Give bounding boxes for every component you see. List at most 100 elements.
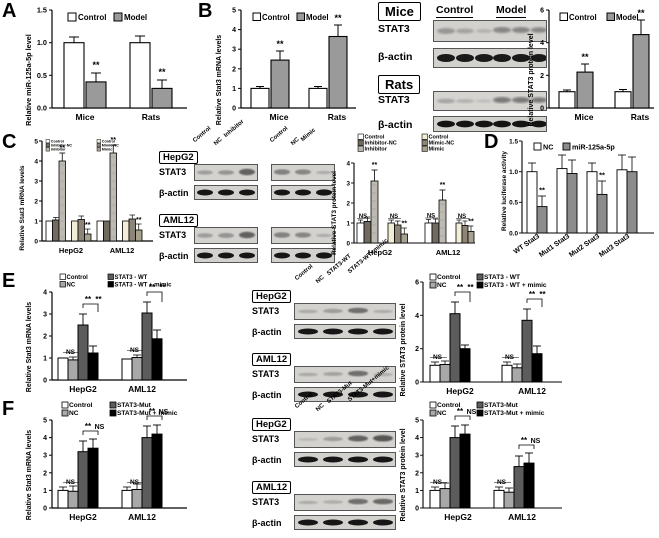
svg-text:NC: NC xyxy=(437,282,447,289)
svg-text:Rats: Rats xyxy=(142,112,161,122)
svg-text:Model: Model xyxy=(124,13,147,22)
svg-text:**: ** xyxy=(92,60,100,70)
svg-text:5: 5 xyxy=(415,418,419,425)
svg-text:2: 2 xyxy=(415,346,419,353)
svg-text:AML12: AML12 xyxy=(128,384,156,394)
svg-text:NC: NC xyxy=(543,142,553,151)
svg-text:4: 4 xyxy=(232,27,236,34)
svg-text:**: ** xyxy=(440,182,446,189)
svg-text:NS: NS xyxy=(531,438,541,445)
svg-text:**: ** xyxy=(149,283,156,292)
svg-text:Mice: Mice xyxy=(575,112,594,122)
svg-text:Mice: Mice xyxy=(270,112,289,122)
svg-text:3: 3 xyxy=(232,47,236,54)
svg-text:**: ** xyxy=(599,171,605,180)
svg-text:AML12: AML12 xyxy=(110,246,135,255)
svg-text:Relative STAT3 protein level: Relative STAT3 protein level xyxy=(331,171,338,255)
svg-text:miR-125a-5p: miR-125a-5p xyxy=(572,142,615,151)
svg-text:5: 5 xyxy=(34,139,38,146)
svg-text:2: 2 xyxy=(415,470,419,477)
svg-text:3: 3 xyxy=(34,179,38,186)
svg-text:4: 4 xyxy=(415,435,419,442)
svg-text:1.5: 1.5 xyxy=(509,138,518,145)
svg-text:Control: Control xyxy=(569,13,597,22)
svg-text:0.0: 0.0 xyxy=(37,104,47,113)
svg-text:AML12: AML12 xyxy=(128,512,156,522)
svg-text:3: 3 xyxy=(415,453,419,460)
svg-text:**: ** xyxy=(372,162,378,169)
svg-text:**: ** xyxy=(149,407,156,416)
svg-text:Relative STAT3 protein level: Relative STAT3 protein level xyxy=(528,33,535,126)
svg-text:**: ** xyxy=(529,290,536,299)
svg-text:Rats: Rats xyxy=(328,112,347,122)
svg-text:NC: NC xyxy=(67,282,76,288)
svg-text:0: 0 xyxy=(346,240,350,247)
svg-text:HepG2: HepG2 xyxy=(444,512,472,522)
svg-text:**: ** xyxy=(402,221,408,228)
svg-text:2: 2 xyxy=(232,66,236,73)
svg-text:Mut2 Stat3: Mut2 Stat3 xyxy=(568,233,601,259)
svg-text:Mimic: Mimic xyxy=(102,148,112,152)
svg-text:1: 1 xyxy=(232,86,236,93)
svg-text:6: 6 xyxy=(415,280,419,287)
svg-text:4: 4 xyxy=(415,313,419,320)
svg-text:STAT3-Mut: STAT3-Mut xyxy=(117,402,152,409)
svg-text:NS: NS xyxy=(427,214,435,220)
svg-text:AML12: AML12 xyxy=(518,386,546,396)
svg-text:Relative STAT3 protein level: Relative STAT3 protein level xyxy=(400,428,407,521)
svg-text:0.5: 0.5 xyxy=(509,200,518,207)
svg-text:**: ** xyxy=(276,39,284,49)
svg-text:Control: Control xyxy=(69,402,93,409)
svg-text:NS: NS xyxy=(159,409,169,416)
svg-text:**: ** xyxy=(136,217,142,224)
svg-text:STAT3 - WT: STAT3 - WT xyxy=(115,275,148,281)
svg-text:1: 1 xyxy=(346,220,350,227)
svg-text:**: ** xyxy=(95,295,102,304)
svg-text:HepG2: HepG2 xyxy=(69,384,97,394)
svg-text:NS: NS xyxy=(95,424,105,431)
svg-text:1.0: 1.0 xyxy=(37,38,47,47)
svg-text:Relative Stat3 mRNA levels: Relative Stat3 mRNA levels xyxy=(26,302,33,392)
svg-text:0.5: 0.5 xyxy=(37,71,47,80)
svg-text:**: ** xyxy=(85,422,92,431)
svg-text:5: 5 xyxy=(43,418,47,425)
svg-text:Inhibitor: Inhibitor xyxy=(365,147,388,153)
svg-text:**: ** xyxy=(85,222,91,229)
svg-text:0.0: 0.0 xyxy=(509,230,518,237)
svg-text:Mut3 Stat3: Mut3 Stat3 xyxy=(598,233,631,259)
svg-text:STAT3-Mut + mimic: STAT3-Mut + mimic xyxy=(484,410,545,417)
svg-text:0: 0 xyxy=(43,378,47,385)
svg-text:HepG2: HepG2 xyxy=(446,386,474,396)
svg-text:5: 5 xyxy=(232,8,236,15)
svg-text:Control: Control xyxy=(437,274,461,281)
svg-text:NS: NS xyxy=(458,214,466,220)
svg-text:0: 0 xyxy=(34,239,38,246)
svg-text:Relative Stat3 mRNA levels: Relative Stat3 mRNA levels xyxy=(19,165,26,250)
svg-text:**: ** xyxy=(60,145,66,152)
svg-text:**: ** xyxy=(539,186,545,195)
svg-text:2: 2 xyxy=(43,334,47,341)
svg-text:Model: Model xyxy=(306,13,329,22)
svg-text:STAT3 - WT + mimic: STAT3 - WT + mimic xyxy=(484,282,547,289)
svg-text:AML12: AML12 xyxy=(508,512,536,522)
svg-text:HepG2: HepG2 xyxy=(69,512,97,522)
svg-text:**: ** xyxy=(468,219,474,226)
svg-text:Control: Control xyxy=(262,13,290,22)
svg-text:1: 1 xyxy=(43,488,47,495)
svg-text:**: ** xyxy=(457,283,464,292)
svg-text:0: 0 xyxy=(232,106,236,113)
svg-text:**: ** xyxy=(158,67,166,77)
svg-text:Control: Control xyxy=(67,275,89,281)
svg-text:**: ** xyxy=(85,295,92,304)
svg-text:0: 0 xyxy=(415,506,419,513)
svg-text:Relative Stat3 mRNA levels: Relative Stat3 mRNA levels xyxy=(26,430,33,520)
svg-text:Relative miR-125a-5p level: Relative miR-125a-5p level xyxy=(24,34,33,126)
svg-text:2: 2 xyxy=(34,199,38,206)
svg-text:4: 4 xyxy=(34,159,38,166)
svg-text:1.0: 1.0 xyxy=(509,169,518,176)
svg-text:**: ** xyxy=(159,283,166,292)
svg-text:Control: Control xyxy=(78,13,106,22)
svg-text:0: 0 xyxy=(415,380,419,387)
svg-text:2: 2 xyxy=(346,200,350,207)
svg-text:Mut1 Stat3: Mut1 Stat3 xyxy=(538,233,571,259)
